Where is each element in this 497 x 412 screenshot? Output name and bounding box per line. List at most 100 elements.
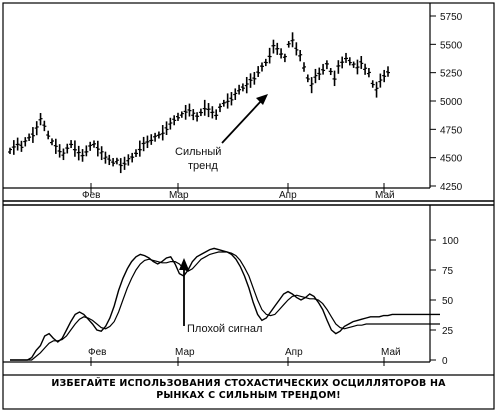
price-bar [363, 63, 368, 75]
price-bar [149, 134, 154, 145]
price-bar [46, 130, 51, 140]
price-bar [57, 144, 62, 158]
price-bar [260, 62, 264, 72]
price-bar [23, 137, 28, 147]
price-bar [42, 120, 47, 132]
price-bar [114, 157, 119, 165]
price-tick-label: 5000 [440, 97, 463, 108]
price-bar [107, 154, 112, 166]
price-bar [344, 52, 348, 63]
price-bar [19, 140, 24, 152]
price-bar [240, 83, 245, 92]
price-bar [11, 140, 16, 155]
price-bar [156, 131, 161, 139]
price-tick-label: 4750 [440, 125, 463, 136]
price-bar [126, 154, 131, 166]
price-month-label: Мар [169, 190, 189, 201]
price-bar [179, 111, 184, 118]
price-tick-label: 5500 [440, 40, 463, 51]
price-bar [305, 74, 310, 83]
price-panel: 5750 5500 5250 5000 4750 4500 4250 Фев Мар Апр Ма… [3, 3, 463, 201]
price-month-label: Апр [279, 190, 297, 201]
price-bar [84, 145, 89, 157]
price-bar [160, 125, 165, 141]
price-tick-label: 5750 [440, 12, 463, 23]
price-bar [111, 158, 116, 167]
price-bar [229, 92, 234, 106]
strong-trend-label-line2: тренд [188, 160, 218, 172]
caption: ИЗБЕГАЙТЕ ИСПОЛЬЗОВАНИЯ СТОХАСТИЧЕСКИХ О… [4, 378, 493, 402]
stoch-lines [10, 247, 440, 361]
price-month-label: Фев [82, 190, 100, 201]
price-axis-ticks: 5750 5500 5250 5000 4750 4500 4250 [430, 12, 463, 193]
price-bar [271, 39, 276, 54]
price-bar [340, 56, 345, 69]
price-tick-label: 5250 [440, 69, 463, 80]
bad-signal-arrowhead [179, 258, 189, 270]
price-bar [118, 158, 123, 174]
price-bar [382, 69, 387, 83]
price-bar [244, 76, 249, 94]
price-bar [50, 138, 54, 146]
price-bar [95, 140, 100, 157]
price-bar [99, 146, 104, 161]
price-bar [282, 53, 287, 63]
caption-line1: ИЗБЕГАЙТЕ ИСПОЛЬЗОВАНИЯ СТОХАСТИЧЕСКИХ О… [51, 378, 446, 389]
bad-signal-label: Плохой сигнал [187, 323, 262, 335]
price-bar [366, 68, 371, 78]
price-tick-label: 4250 [440, 182, 463, 193]
price-bar [134, 149, 138, 157]
price-bar [122, 156, 127, 170]
price-bar [183, 104, 188, 120]
price-bar [27, 133, 32, 142]
price-bar [309, 77, 314, 94]
price-bar [374, 81, 379, 98]
stoch-tick-label: 25 [442, 326, 454, 337]
stoch-axis-ticks: 100 75 50 25 0 [430, 236, 459, 367]
stochastic-panel: 100 75 50 25 0 Фев Мар Апр Май Плохой сигнал [3, 205, 459, 367]
stoch-month-label: Мар [175, 347, 195, 358]
price-bar [298, 50, 303, 62]
price-bar [347, 57, 352, 66]
price-bar [198, 108, 203, 117]
price-bar [321, 63, 326, 75]
price-bar [359, 56, 364, 69]
price-bar [53, 138, 58, 154]
price-bar [168, 117, 173, 130]
price-bar [313, 68, 318, 84]
stoch-month-label: Апр [285, 347, 303, 358]
price-bar [92, 140, 96, 148]
price-bar [195, 112, 200, 122]
price-bar [164, 121, 169, 135]
price-bar [61, 148, 66, 161]
stoch-tick-label: 100 [442, 236, 459, 247]
stoch-month-label: Фев [88, 347, 106, 358]
price-bar [141, 136, 146, 152]
price-bar [324, 60, 329, 70]
price-bar [176, 112, 180, 121]
stoch-tick-label: 0 [442, 356, 448, 367]
price-bar [187, 103, 192, 117]
price-bar [8, 147, 12, 155]
price-bar [252, 71, 257, 85]
price-bar [103, 151, 108, 164]
price-bar [263, 58, 268, 67]
price-bar [218, 103, 222, 113]
price-bar [370, 80, 375, 88]
price-bar [206, 103, 211, 118]
strong-trend-arrow [221, 99, 263, 144]
price-tick-label: 4500 [440, 154, 463, 165]
stoch-fast-line [10, 247, 440, 361]
price-bar [351, 61, 356, 68]
price-bars [8, 32, 390, 174]
stoch-tick-label: 50 [442, 296, 454, 307]
price-bar [225, 93, 230, 109]
price-bar [290, 32, 295, 48]
price-bar [233, 88, 238, 100]
price-bar [267, 47, 272, 64]
price-bar [302, 62, 306, 72]
price-bar [332, 70, 337, 87]
price-bar [317, 67, 322, 81]
